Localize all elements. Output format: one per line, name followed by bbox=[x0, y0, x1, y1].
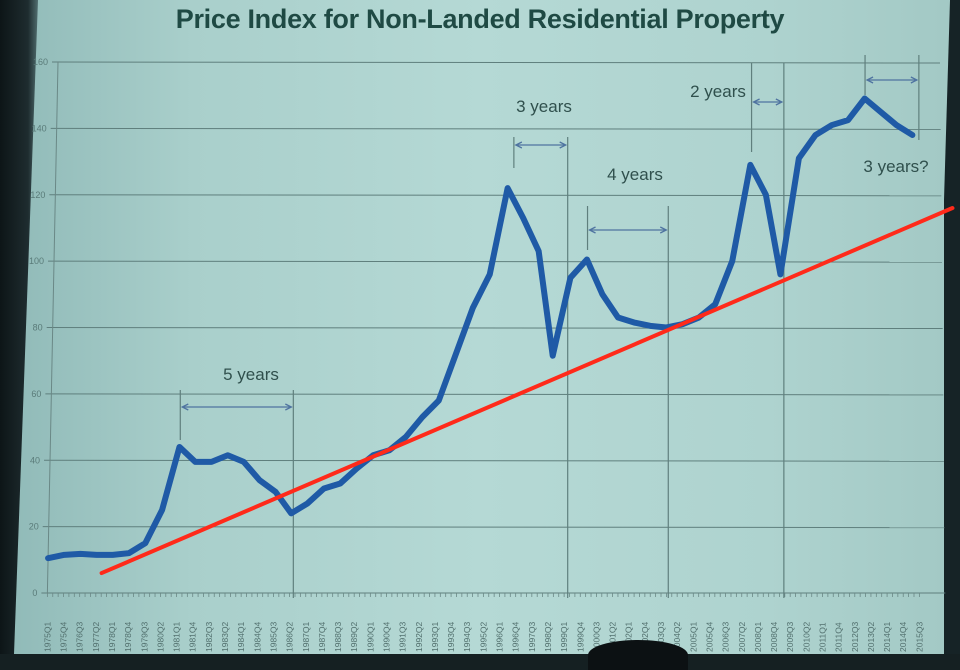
x-tick-label: 1978Q1 bbox=[107, 621, 117, 652]
x-tick-label: 1985Q3 bbox=[268, 621, 278, 652]
x-tick-label: 1999Q4 bbox=[575, 621, 585, 652]
x-tick-label: 2000Q3 bbox=[591, 621, 601, 652]
x-tick-label: 1987Q4 bbox=[317, 621, 327, 652]
chart-title: Price Index for Non-Landed Residential P… bbox=[175, 4, 785, 34]
x-tick-label: 1978Q4 bbox=[123, 621, 133, 652]
x-tick-label: 2008Q4 bbox=[769, 621, 779, 652]
y-tick-label: 60 bbox=[31, 389, 41, 399]
annotation-label: 4 years bbox=[607, 165, 663, 184]
x-tick-label: 1982Q3 bbox=[204, 621, 214, 652]
x-tick-label: 1991Q3 bbox=[398, 621, 408, 652]
x-tick-label: 2011Q1 bbox=[817, 622, 827, 652]
price-index-line bbox=[45, 95, 916, 562]
x-tick-label: 1979Q3 bbox=[139, 621, 149, 652]
gridline bbox=[46, 327, 943, 329]
annotation-label: 3 years? bbox=[863, 157, 928, 176]
y-tick-label: 0 bbox=[32, 588, 37, 598]
annotation-label: 2 years bbox=[690, 82, 746, 101]
x-tick-label: 2002Q4 bbox=[640, 621, 650, 652]
x-tick-label: 2015Q3 bbox=[914, 621, 924, 652]
annotation-label: 5 years bbox=[223, 365, 279, 384]
x-tick-label: 1981Q4 bbox=[188, 621, 198, 652]
x-tick-label: 2014Q1 bbox=[882, 621, 892, 652]
x-tick-label: 1980Q2 bbox=[155, 621, 165, 652]
x-tick-label: 1990Q1 bbox=[365, 621, 375, 652]
x-tick-label: 1997Q3 bbox=[527, 621, 537, 652]
x-tick-label: 2013Q2 bbox=[866, 621, 876, 652]
x-tick-label: 1984Q1 bbox=[236, 621, 246, 652]
x-axis: 1975Q1 1975Q4 1976Q3 1977Q2 1978Q1 1978Q4 1979… bbox=[42, 593, 924, 652]
y-tick-label: 20 bbox=[29, 522, 39, 532]
projected-slide bbox=[0, 0, 960, 654]
x-tick-label: 2014Q4 bbox=[898, 621, 908, 652]
y-tick-label: 100 bbox=[29, 256, 44, 266]
x-tick-label: 1993Q1 bbox=[430, 621, 440, 652]
line-chart: 0 20 40 60 80 100 120 140 160 1975Q1 1975Q4 1976Q3… bbox=[29, 55, 955, 652]
x-tick-label: 1995Q2 bbox=[478, 621, 488, 652]
x-tick-label: 1983Q2 bbox=[220, 621, 230, 652]
foreground-object bbox=[588, 640, 688, 670]
x-tick-label: 2005Q1 bbox=[688, 621, 698, 652]
gridline bbox=[42, 526, 945, 529]
x-tick-label: 2004Q2 bbox=[672, 621, 682, 652]
y-tick-label: 40 bbox=[30, 455, 40, 465]
x-tick-label: 1996Q4 bbox=[511, 621, 521, 652]
x-tick-label: 1992Q2 bbox=[414, 621, 424, 652]
x-tick-label: 2012Q3 bbox=[850, 621, 860, 652]
x-tick-label: 2009Q3 bbox=[785, 621, 795, 652]
x-tick-label: 2007Q2 bbox=[737, 621, 747, 652]
gridline bbox=[51, 61, 941, 64]
gridline bbox=[45, 393, 944, 396]
y-axis: 0 20 40 60 80 100 120 140 160 bbox=[29, 57, 59, 598]
x-tick-label: 1998Q2 bbox=[543, 621, 553, 652]
x-tick-label: 2005Q4 bbox=[704, 621, 714, 652]
x-tick-label: 2003Q3 bbox=[656, 621, 666, 652]
x-tick-label: 1976Q3 bbox=[75, 621, 85, 652]
x-tick-label: 1981Q1 bbox=[172, 621, 182, 652]
y-tick-label: 140 bbox=[32, 123, 47, 133]
x-tick-label: 1988Q3 bbox=[333, 621, 343, 652]
x-tick-label: 1977Q2 bbox=[91, 621, 101, 652]
x-tick-label: 1975Q4 bbox=[59, 621, 69, 652]
x-tick-label: 1994Q3 bbox=[462, 621, 472, 652]
x-tick-label: 1993Q4 bbox=[446, 621, 456, 652]
x-tick-label: 2010Q2 bbox=[801, 621, 811, 652]
x-tick-label: 2002Q1 bbox=[624, 621, 634, 652]
red-trend-line bbox=[99, 206, 955, 576]
gridline bbox=[50, 127, 941, 130]
x-tick-label: 1984Q4 bbox=[252, 621, 262, 652]
x-tick-label: 2008Q1 bbox=[753, 621, 763, 652]
x-tick-label: 1975Q1 bbox=[42, 621, 52, 652]
x-tick-label: 1987Q1 bbox=[301, 621, 311, 652]
period-annotations: 5 years 3 years 4 years 2 years 3 years? bbox=[179, 55, 929, 598]
gridline bbox=[49, 194, 942, 197]
x-tick-label: 2001Q2 bbox=[608, 621, 618, 652]
x-tick-label: 1990Q4 bbox=[381, 621, 391, 652]
x-tick-label: 1996Q1 bbox=[495, 621, 505, 652]
y-tick-label: 120 bbox=[30, 190, 45, 200]
x-tick-label: 2011Q4 bbox=[834, 622, 844, 652]
gridline bbox=[44, 459, 944, 462]
annotation-label: 3 years bbox=[516, 97, 572, 116]
y-tick-label: 80 bbox=[33, 323, 43, 333]
screen-bezel-right bbox=[944, 0, 960, 654]
y-tick-label: 160 bbox=[33, 57, 48, 67]
x-tick-label: 1989Q2 bbox=[349, 621, 359, 652]
x-tick-label: 1999Q1 bbox=[559, 621, 569, 652]
x-tick-label: 1986Q2 bbox=[285, 621, 295, 652]
x-tick-label: 2006Q3 bbox=[721, 621, 731, 652]
